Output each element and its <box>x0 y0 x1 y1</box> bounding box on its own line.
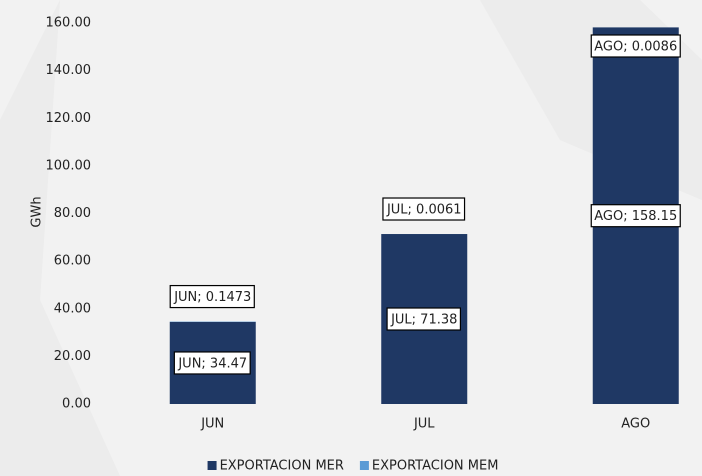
data-label: JUN; 34.47 <box>177 356 247 371</box>
legend-marker <box>208 461 217 470</box>
y-tick-label: 60.00 <box>54 254 91 269</box>
y-tick-label: 120.00 <box>46 111 92 126</box>
y-tick-label: 40.00 <box>54 301 91 316</box>
y-tick-label: 20.00 <box>54 349 91 364</box>
legend-marker <box>360 461 369 470</box>
legend-label: EXPORTACION MER <box>220 459 344 474</box>
y-tick-label: 160.00 <box>46 16 92 31</box>
y-tick-label: 140.00 <box>46 63 92 78</box>
x-tick-label: JUN <box>200 417 224 432</box>
x-tick-label: AGO <box>621 417 650 432</box>
y-tick-label: 100.00 <box>46 158 92 173</box>
data-label: JUL; 71.38 <box>390 313 457 328</box>
data-label: AGO; 158.15 <box>594 209 677 224</box>
data-label: JUL; 0.0061 <box>386 203 462 218</box>
chart: GWh 0.00 20.00 40.00 60.00 80.00 100.00 120.00… <box>0 0 702 476</box>
y-axis-title: GWh <box>30 196 45 227</box>
y-tick-label: 0.00 <box>62 397 91 412</box>
legend: EXPORTACION MER EXPORTACION MEM <box>208 459 499 474</box>
x-tick-label: JUL <box>413 417 435 432</box>
y-tick-label: 80.00 <box>54 206 91 221</box>
data-label: JUN; 0.1473 <box>173 290 251 305</box>
data-label: AGO; 0.0086 <box>594 40 677 55</box>
legend-label: EXPORTACION MEM <box>372 459 499 474</box>
